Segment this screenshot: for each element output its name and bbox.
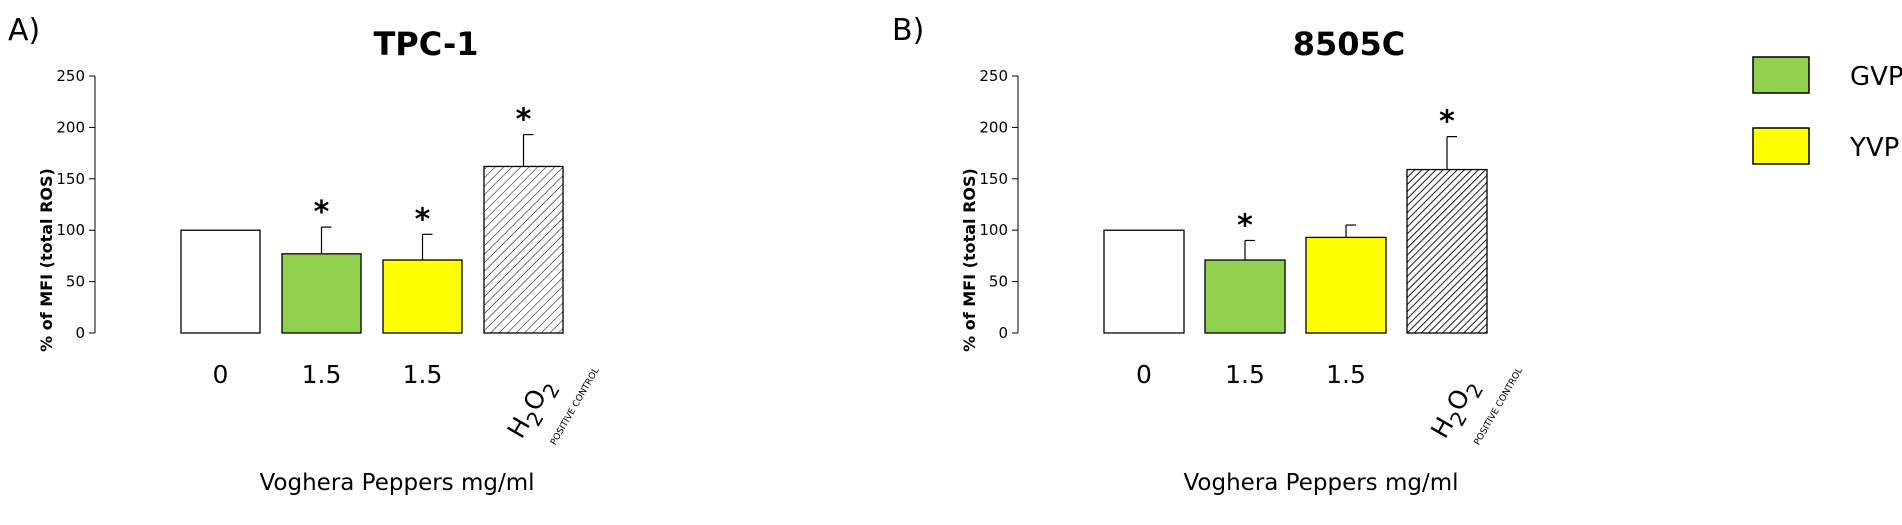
y-tick-label: 200 xyxy=(56,118,85,136)
significance-star-1: * xyxy=(314,195,330,230)
bar-3 xyxy=(483,165,564,334)
y-tick-label: 100 xyxy=(56,221,85,239)
panel-letter-b: B) xyxy=(892,13,924,48)
chart-title-a: TPC-1 xyxy=(373,25,478,63)
y-tick-label: 150 xyxy=(979,170,1008,188)
y-tick-label: 50 xyxy=(989,273,1008,291)
category-label-1: 1.5 xyxy=(1225,360,1265,389)
category-label-1: 1.5 xyxy=(302,360,342,389)
category-label-2: 1.5 xyxy=(403,360,443,389)
y-tick-label: 50 xyxy=(66,273,85,291)
legend-label-gvp: GVP xyxy=(1850,62,1902,92)
bar-0 xyxy=(1103,229,1185,334)
y-tick-label: 100 xyxy=(979,221,1008,239)
chart-panel-a: A) TPC-1 Voghera Peppers mg/ml % of MFI … xyxy=(8,13,602,496)
bar-0 xyxy=(180,229,261,334)
significance-star-2: * xyxy=(415,202,431,237)
y-axis-label-a: % of MFI (total ROS) xyxy=(37,168,56,352)
y-axis-label-b: % of MFI (total ROS) xyxy=(960,168,979,352)
positive-control-label: POSITIVE CONTROL xyxy=(549,366,602,447)
chart-panel-b: B) 8505C Voghera Peppers mg/ml % of MFI … xyxy=(892,13,1525,496)
bar-1 xyxy=(281,253,362,334)
significance-star-1: * xyxy=(1237,208,1253,243)
significance-star-3: * xyxy=(1439,105,1455,140)
bar-2 xyxy=(1305,236,1387,334)
positive-control-label: POSITIVE CONTROL xyxy=(1473,366,1526,447)
category-label-0: 0 xyxy=(213,360,229,389)
y-tick-label: 0 xyxy=(998,324,1008,342)
y-tick-label: 200 xyxy=(979,118,1008,136)
legend-swatch-gvp xyxy=(1752,56,1810,94)
chart-title-b: 8505C xyxy=(1293,25,1406,63)
bar-1 xyxy=(1204,259,1286,334)
x-axis-label-b: Voghera Peppers mg/ml xyxy=(1183,470,1458,496)
significance-star-3: * xyxy=(516,103,532,138)
x-axis-label-a: Voghera Peppers mg/ml xyxy=(259,470,534,496)
y-tick-label: 250 xyxy=(56,67,85,85)
bar-3 xyxy=(1406,168,1488,334)
y-tick-label: 0 xyxy=(75,324,85,342)
panel-letter-a: A) xyxy=(8,13,40,48)
legend-swatch-yvp xyxy=(1752,127,1810,165)
legend-label-yvp: YVP xyxy=(1849,133,1899,163)
category-label-2: 1.5 xyxy=(1326,360,1366,389)
category-label-0: 0 xyxy=(1136,360,1152,389)
bar-2 xyxy=(382,259,463,334)
legend: GVP YVP xyxy=(1752,56,1902,165)
y-tick-label: 250 xyxy=(979,67,1008,85)
y-tick-label: 150 xyxy=(56,170,85,188)
